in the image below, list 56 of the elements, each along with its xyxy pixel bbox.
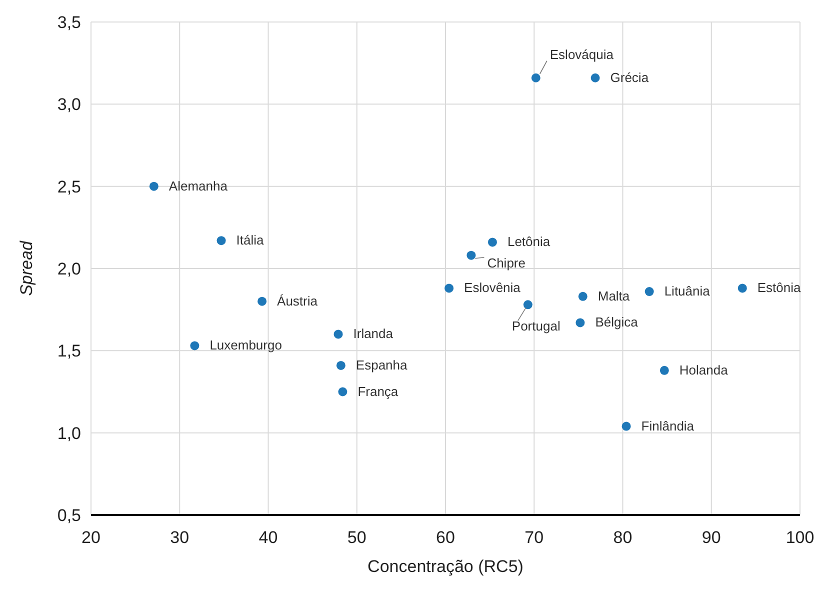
point <box>531 73 540 82</box>
point <box>216 236 226 246</box>
y-axis-title: Spread <box>17 240 36 296</box>
point <box>334 330 343 339</box>
annotation: Espanha <box>356 357 408 372</box>
point <box>660 366 669 375</box>
y-tick-label: 1,0 <box>57 424 81 443</box>
y-tick-label: 0,5 <box>57 506 81 525</box>
point <box>644 287 654 296</box>
x-tick-label: 70 <box>524 528 544 547</box>
point <box>523 300 532 310</box>
point <box>576 318 585 328</box>
annotation: Lituânia <box>664 284 711 299</box>
annotation: Alemanha <box>168 178 228 194</box>
annotation: Bélgica <box>595 314 639 330</box>
x-tick-label: 40 <box>258 528 278 547</box>
x-tick-label: 60 <box>436 528 455 547</box>
point <box>622 422 631 431</box>
point <box>338 387 348 396</box>
point <box>444 284 454 293</box>
y-tick-label: 1,5 <box>57 342 81 361</box>
annotation: Áustria <box>277 293 318 308</box>
point <box>336 360 346 370</box>
x-tick-label: 50 <box>347 528 366 547</box>
annotation: Malta <box>598 288 630 304</box>
point <box>466 250 476 260</box>
annotation: Irlanda <box>353 326 394 342</box>
x-tick-label: 20 <box>82 528 100 547</box>
x-tick-label: 30 <box>170 528 190 547</box>
annotation: Chipre <box>487 255 526 270</box>
y-tick-label: 3,0 <box>57 95 81 114</box>
annotation: Holanda <box>679 362 729 378</box>
point <box>488 238 497 247</box>
y-tick-label: 2,5 <box>57 177 81 196</box>
point <box>578 292 588 301</box>
y-tick-label: 3,5 <box>57 13 81 32</box>
annotation: Portugal <box>512 318 560 334</box>
point <box>590 73 600 82</box>
annotation: Eslovênia <box>464 280 522 296</box>
point <box>149 182 158 191</box>
annotation: Luxemburgo <box>210 338 282 353</box>
point <box>738 284 747 293</box>
annotation: Finlândia <box>641 418 695 434</box>
point <box>190 341 200 350</box>
annotation: Eslováquia <box>550 46 614 62</box>
annotation: Grécia <box>610 70 650 85</box>
point <box>258 296 267 306</box>
annotation: França <box>358 384 399 399</box>
x-tick-label: 80 <box>613 528 632 547</box>
annotation: Letônia <box>507 234 551 250</box>
y-tick-label: 2,0 <box>57 260 81 278</box>
annotation: Itália <box>236 232 265 248</box>
x-tick-label: 90 <box>702 528 721 547</box>
annotation: Estônia <box>757 280 802 296</box>
x-tick-label: 100 <box>786 528 814 547</box>
x-axis-title: Concentração (RC5) <box>368 557 524 576</box>
